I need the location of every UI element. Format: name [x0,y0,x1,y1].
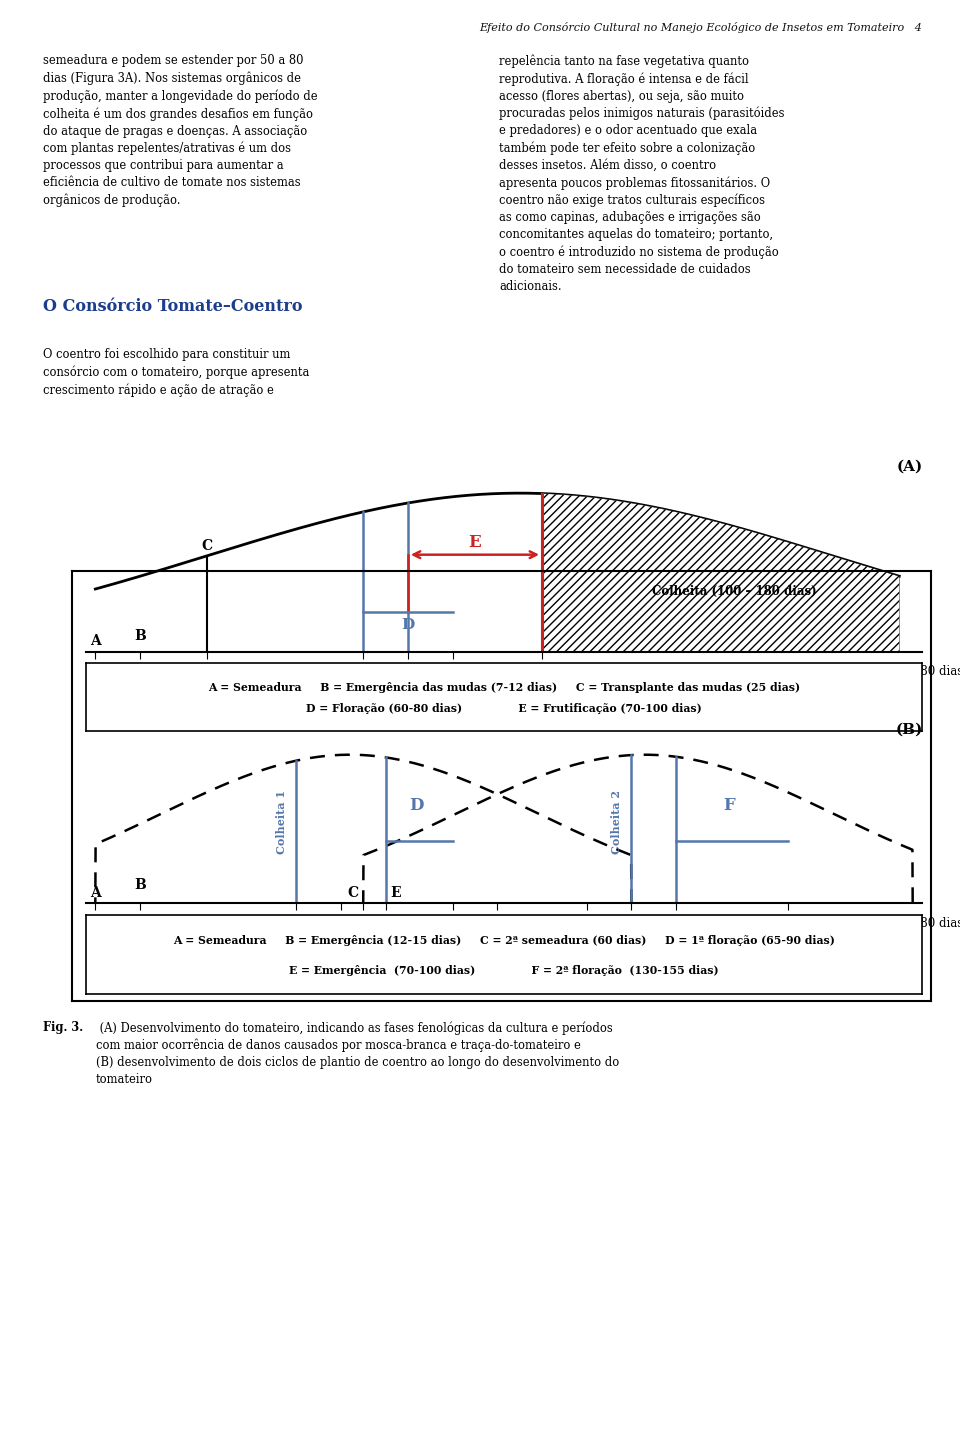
Text: semeadura e podem se estender por 50 a 80
dias (Figura 3A). Nos sistemas orgânic: semeadura e podem se estender por 50 a 8… [43,54,318,206]
Text: repelência tanto na fase vegetativa quanto
reprodutiva. A floração é intensa e d: repelência tanto na fase vegetativa quan… [499,54,784,293]
Text: A = Semeadura     B = Emergência das mudas (7-12 dias)     C = Transplante das m: A = Semeadura B = Emergência das mudas (… [208,681,800,693]
Text: O Consórcio Tomate–Coentro: O Consórcio Tomate–Coentro [43,298,302,315]
Text: Fig. 3.: Fig. 3. [43,1021,84,1034]
Text: Segundo ciclo de coentro (60 – 180 dias): Segundo ciclo de coentro (60 – 180 dias) [504,956,758,968]
Text: 180 dias: 180 dias [913,665,960,678]
Text: O coentro foi escolhido para constituir um
consórcio com o tomateiro, porque apr: O coentro foi escolhido para constituir … [43,348,309,397]
Text: (A) Desenvolvimento do tomateiro, indicando as fases fenológicas da cultura e pe: (A) Desenvolvimento do tomateiro, indica… [96,1021,619,1086]
Text: A: A [90,886,101,901]
Text: C: C [348,886,359,901]
Text: A: A [90,634,101,648]
Text: E = Emergência  (70-100 dias)               F = 2ª floração  (130-155 dias): E = Emergência (70-100 dias) F = 2ª flor… [289,965,719,977]
Text: D: D [410,797,424,815]
Text: Traça-do-tomateiro (45 – 180 dias): Traça-do-tomateiro (45 – 180 dias) [488,707,704,717]
Text: E: E [390,886,400,901]
Text: (A): (A) [897,459,924,473]
Text: D = Floração (60-80 dias)               E = Frutificação (70-100 dias): D = Floração (60-80 dias) E = Frutificaç… [306,703,702,714]
Text: Primeiro ciclo de coentro (15 – 120 dias): Primeiro ciclo de coentro (15 – 120 dias… [236,934,491,944]
Text: B: B [134,878,146,892]
Text: Colheita (100 – 180 dias): Colheita (100 – 180 dias) [652,585,816,598]
Text: C: C [202,539,212,552]
Text: (B): (B) [896,723,924,737]
Text: D: D [401,618,415,632]
Text: B: B [134,630,146,642]
Text: 180 dias: 180 dias [913,916,960,929]
Text: Colheita 1: Colheita 1 [276,790,287,853]
Text: Mosca-branca (25 – 80 dias): Mosca-branca (25 – 80 dias) [242,681,418,693]
Text: E: E [468,533,481,551]
Text: Efeito do Consórcio Cultural no Manejo Ecológico de Insetos em Tomateiro   4: Efeito do Consórcio Cultural no Manejo E… [479,22,922,33]
Text: Colheita 2: Colheita 2 [612,790,622,853]
Text: A = Semeadura     B = Emergência (12-15 dias)     C = 2ª semeadura (60 dias)    : A = Semeadura B = Emergência (12-15 dias… [173,935,835,945]
Text: F: F [724,797,735,815]
